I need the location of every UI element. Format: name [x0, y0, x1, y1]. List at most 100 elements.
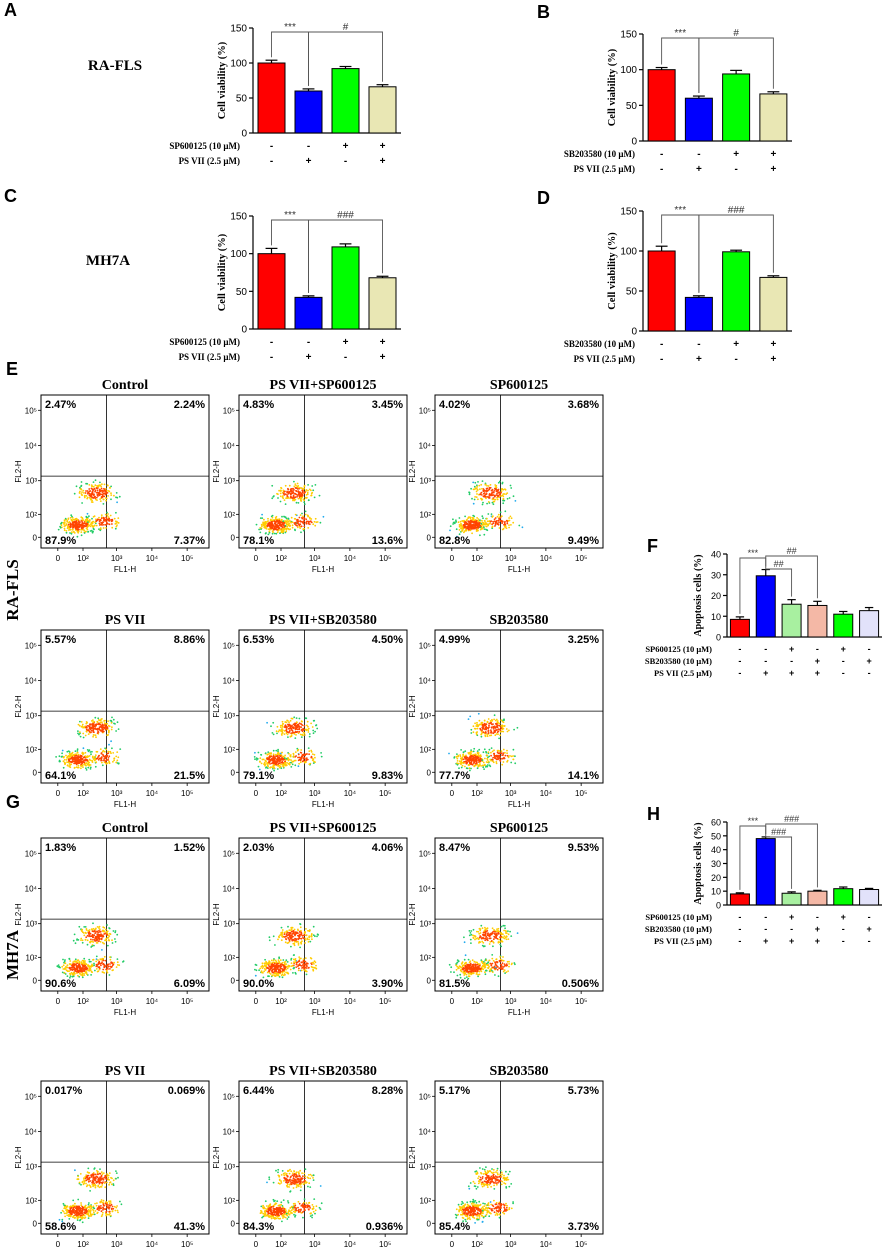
condition-sign: + — [866, 656, 871, 666]
event-dot — [472, 481, 475, 484]
event-dot — [105, 518, 108, 520]
event-dot — [286, 731, 289, 733]
event-dot — [301, 521, 304, 524]
event-dot — [287, 517, 290, 520]
event-dot — [295, 524, 297, 527]
event-dot — [95, 750, 98, 753]
y-axis-title: FL2-H — [408, 695, 417, 717]
event-dot — [301, 967, 303, 969]
event-dot — [476, 529, 479, 532]
event-dot — [91, 755, 94, 758]
event-dot — [100, 962, 103, 965]
event-dot — [313, 496, 316, 499]
event-dot — [94, 734, 97, 737]
event-dot — [476, 484, 478, 487]
event-dot — [481, 721, 484, 724]
panel-letter-c: C — [4, 186, 17, 206]
event-dot — [93, 944, 95, 947]
event-density-scatter — [254, 923, 320, 979]
event-dot — [281, 496, 284, 499]
event-dot — [484, 728, 486, 731]
condition-sign: + — [789, 936, 794, 946]
plot-title: SP600125 — [490, 821, 548, 836]
event-dot — [280, 767, 283, 770]
event-dot — [74, 750, 77, 753]
y-tick-label: 50 — [626, 287, 638, 298]
event-dot — [271, 522, 273, 525]
event-dot — [464, 954, 467, 957]
event-dot — [493, 498, 496, 501]
event-dot — [301, 734, 303, 736]
event-dot — [306, 937, 309, 940]
event-dot — [477, 973, 479, 976]
event-dot — [78, 492, 81, 494]
event-dot — [466, 767, 469, 770]
event-dot — [490, 494, 493, 497]
condition-sign: - — [868, 668, 871, 678]
event-dot — [281, 528, 284, 530]
event-dot — [276, 732, 278, 735]
event-dot — [500, 750, 503, 753]
event-dot — [62, 964, 65, 967]
event-dot — [473, 963, 475, 966]
event-dot — [275, 526, 278, 529]
event-dot — [269, 963, 271, 965]
event-dot — [308, 733, 311, 735]
event-dot — [485, 493, 488, 495]
event-dot — [113, 759, 115, 762]
event-dot — [273, 520, 276, 523]
event-dot — [496, 494, 499, 497]
event-dot — [281, 531, 284, 534]
event-dot — [78, 960, 81, 963]
event-dot — [305, 973, 308, 976]
event-dot — [84, 759, 87, 762]
x-tick-label: 10³ — [505, 554, 517, 563]
event-dot — [298, 956, 301, 958]
event-dot — [322, 515, 325, 518]
event-dot — [501, 757, 503, 760]
event-dot — [87, 766, 90, 769]
event-dot — [84, 931, 87, 934]
event-dot — [101, 761, 103, 764]
event-dot — [281, 732, 284, 734]
event-dot — [103, 722, 106, 724]
event-dot — [465, 976, 468, 978]
event-dot — [318, 494, 321, 497]
plot-title: SP600125 — [490, 378, 548, 393]
y-tick-label: 0 — [231, 533, 236, 542]
event-dot — [99, 719, 102, 722]
event-dot — [506, 752, 508, 755]
event-dot — [512, 521, 515, 524]
event-dot — [66, 964, 69, 967]
event-dot — [479, 757, 482, 760]
event-dot — [255, 969, 258, 972]
event-dot — [483, 722, 486, 725]
event-dot — [268, 760, 271, 763]
row-label-flow-ra-fls: RA-FLS — [3, 559, 22, 620]
event-dot — [100, 517, 103, 520]
event-dot — [278, 489, 280, 492]
event-dot — [85, 970, 87, 973]
event-dot — [474, 722, 476, 725]
event-dot — [486, 484, 488, 487]
event-dot — [63, 960, 66, 963]
event-dot — [96, 732, 99, 734]
event-dot — [479, 728, 482, 731]
significance-bracket — [698, 214, 774, 293]
event-dot — [260, 762, 263, 765]
event-dot — [78, 733, 80, 736]
event-dot — [502, 727, 505, 730]
event-dot — [459, 976, 462, 979]
event-dot — [69, 975, 72, 977]
event-dot — [278, 976, 281, 978]
event-dot — [97, 758, 100, 761]
event-dot — [276, 768, 279, 770]
event-dot — [95, 965, 98, 968]
event-dot — [296, 522, 299, 525]
event-dot — [77, 528, 80, 531]
event-dot — [473, 488, 476, 491]
event-dot — [75, 753, 78, 756]
panel-letter-f: F — [647, 536, 658, 556]
event-dot — [476, 488, 479, 491]
event-dot — [265, 532, 267, 534]
